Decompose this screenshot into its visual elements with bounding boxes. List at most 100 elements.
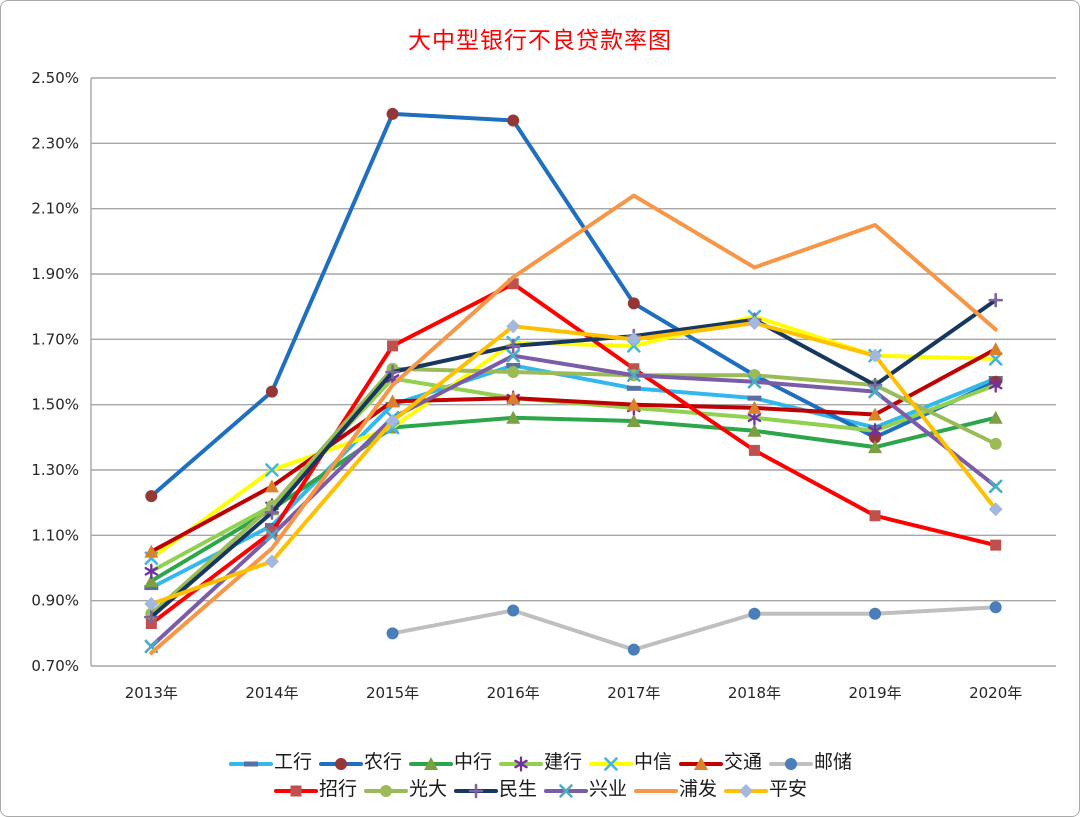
series-marker [264, 505, 280, 520]
y-axis-tick-label: 1.90% [31, 265, 79, 283]
series-marker [785, 757, 798, 770]
series-marker [628, 363, 640, 375]
series-marker [869, 607, 882, 620]
series-line-12 [149, 321, 998, 606]
legend-item-1: 农行 [318, 752, 402, 775]
y-axis-tick-label: 1.30% [31, 461, 79, 479]
legend-swatch [634, 788, 679, 793]
series-marker [747, 395, 762, 401]
series-marker [264, 479, 279, 493]
x-axis-tick-label: 2015年 [366, 684, 419, 702]
series-marker [386, 107, 399, 120]
series-marker [507, 604, 520, 617]
x-axis-tick-label: 2018年 [728, 684, 781, 702]
y-axis-tick-label: 2.10% [31, 200, 79, 218]
chart-title: 大中型银行不良贷款率图 [408, 28, 672, 53]
chart-legend: 工行 农行 中行 建行 中信 交通 邮储 招行 光大 民生 兴业 浦发 平安 [1, 752, 1079, 802]
series-line-0 [149, 363, 998, 590]
legend-label: 邮储 [814, 752, 853, 774]
series-marker [385, 394, 400, 408]
series-marker [626, 385, 641, 391]
series-marker [627, 297, 640, 310]
series-line-9 [149, 298, 998, 619]
series-marker [144, 544, 159, 558]
series-marker [739, 783, 754, 798]
series-marker [265, 463, 279, 477]
legend-item-11: 浦发 [633, 779, 717, 802]
legend-label: 民生 [498, 779, 537, 801]
series-marker [506, 348, 520, 363]
series-marker [747, 400, 762, 414]
series-marker [990, 539, 1002, 551]
legend-item-7: 招行 [273, 779, 357, 802]
series-marker [379, 784, 392, 797]
series-marker [988, 479, 1003, 494]
series-marker [505, 338, 521, 354]
legend-item-9: 民生 [453, 779, 537, 802]
legend-swatch [498, 756, 543, 772]
series-marker [988, 352, 1003, 366]
legend-label: 中信 [634, 752, 673, 774]
series-marker [868, 384, 882, 399]
legend-swatch [228, 761, 273, 767]
series-marker [868, 423, 882, 439]
series-marker [748, 369, 761, 382]
series-marker [989, 601, 1002, 614]
legend-swatch [453, 783, 498, 798]
x-axis-tick-label: 2016年 [487, 684, 540, 702]
legend-label: 平安 [769, 779, 808, 801]
legend-item-8: 光大 [363, 779, 447, 802]
legend-item-12: 平安 [723, 779, 807, 802]
legend-item-5: 交通 [678, 752, 762, 775]
legend-item-10: 兴业 [543, 779, 627, 802]
series-marker [290, 785, 302, 797]
legend-swatch [589, 756, 633, 771]
series-marker [868, 440, 883, 454]
series-marker [514, 756, 528, 772]
series-marker [748, 607, 761, 620]
y-axis-tick-label: 1.70% [31, 330, 79, 348]
series-line-5 [149, 347, 998, 554]
series-marker [989, 437, 1002, 450]
series-marker [627, 368, 641, 383]
y-axis-tick-label: 2.30% [31, 134, 79, 152]
series-marker [604, 756, 618, 771]
series-marker [385, 414, 400, 428]
series-marker [506, 410, 521, 424]
series-marker [265, 385, 278, 398]
series-marker [867, 377, 883, 393]
legend-swatch [408, 756, 453, 770]
series-marker [144, 609, 159, 625]
series-marker [144, 596, 159, 611]
series-line-7 [149, 281, 998, 626]
legend-item-0: 工行 [228, 752, 312, 775]
legend-swatch [769, 757, 814, 770]
series-marker [264, 523, 279, 529]
series-marker [243, 761, 258, 767]
series-marker [385, 364, 400, 380]
legend-label: 浦发 [679, 779, 718, 801]
y-axis-tick-label: 1.50% [31, 396, 79, 414]
y-axis-tick-label: 2.50% [31, 69, 79, 87]
series-marker [334, 757, 347, 770]
series-marker [868, 407, 883, 421]
series-marker [506, 391, 521, 405]
x-axis-tick-label: 2020年 [969, 684, 1022, 702]
series-marker [266, 526, 278, 538]
legend-item-6: 邮储 [768, 752, 852, 775]
legend-swatch [679, 756, 724, 770]
series-marker [988, 410, 1003, 424]
series-marker [747, 316, 762, 330]
series-marker [468, 783, 484, 798]
y-axis-tick-label: 0.90% [31, 592, 79, 610]
series-marker [988, 377, 1003, 393]
series-marker [386, 627, 399, 640]
legend-label: 兴业 [589, 779, 628, 801]
series-marker [559, 783, 573, 798]
y-axis-tick-label: 1.10% [31, 526, 79, 544]
series-marker [145, 490, 158, 503]
legend-label: 交通 [724, 752, 763, 774]
series-line-2 [149, 415, 998, 584]
legend-row-1: 工行 农行 中行 建行 中信 交通 邮储 [225, 752, 855, 775]
